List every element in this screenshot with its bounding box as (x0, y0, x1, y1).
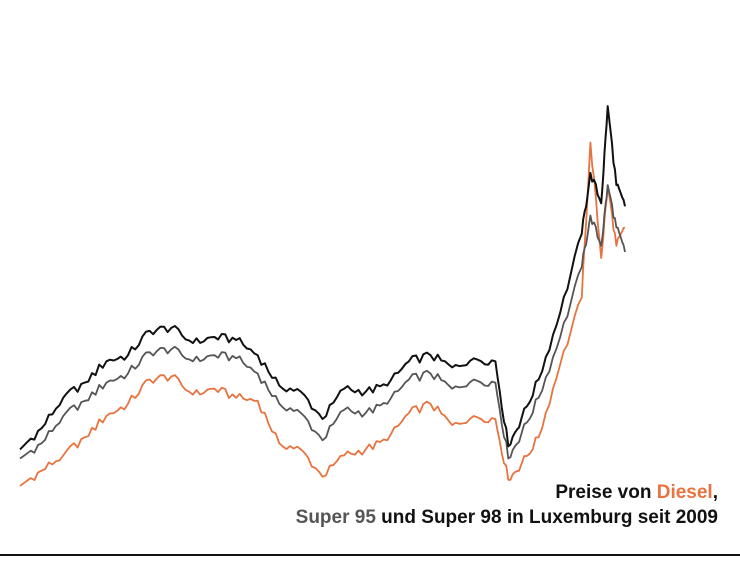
series-line-diesel (19, 141, 626, 487)
title-comma: , (712, 482, 718, 503)
title-line-1: Preise von Diesel, (296, 480, 718, 505)
series-line-super-95 (19, 184, 626, 460)
title-line-2: Super 95 und Super 98 in Luxemburg seit … (296, 505, 718, 530)
title-rest: und Super 98 in Luxemburg seit 2009 (375, 507, 718, 528)
series-layer (19, 105, 626, 487)
title-super95-label: Super 95 (295, 507, 376, 528)
title-diesel-label: Diesel (656, 482, 713, 503)
chart-title: Preise von Diesel, Super 95 und Super 98… (296, 480, 718, 530)
series-line-super-98 (19, 105, 626, 451)
baseline-rule (0, 554, 740, 556)
title-prefix: Preise von (555, 482, 657, 503)
